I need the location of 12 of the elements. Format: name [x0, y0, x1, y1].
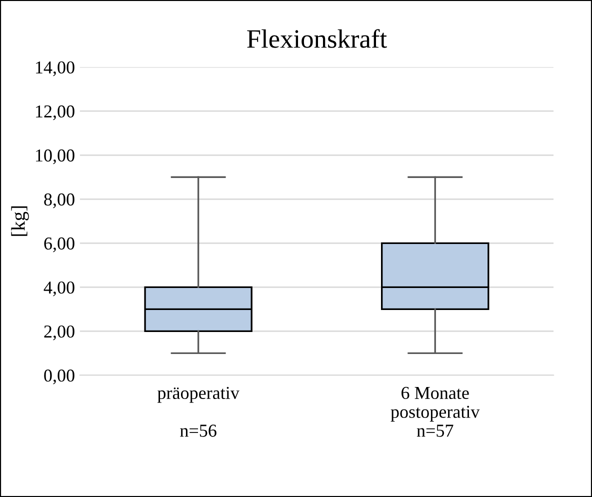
x-tick-label: 6 Monate postoperativ n=57 — [390, 386, 480, 437]
y-tick-label: 14,00 — [36, 61, 74, 76]
y-tick-label: 6,00 — [44, 237, 74, 252]
y-tick-label: 10,00 — [36, 149, 74, 164]
chart-title: Flexionskraft — [247, 29, 387, 48]
y-axis-title: [kg] — [11, 206, 29, 236]
y-tick-label: 0,00 — [44, 369, 74, 384]
y-tick-label: 4,00 — [44, 281, 74, 296]
y-tick-label: 2,00 — [44, 325, 74, 340]
category-label: präoperativ n=56 — [158, 386, 240, 437]
y-tick-label: 8,00 — [44, 193, 74, 208]
y-tick-label: 12,00 — [36, 105, 74, 120]
